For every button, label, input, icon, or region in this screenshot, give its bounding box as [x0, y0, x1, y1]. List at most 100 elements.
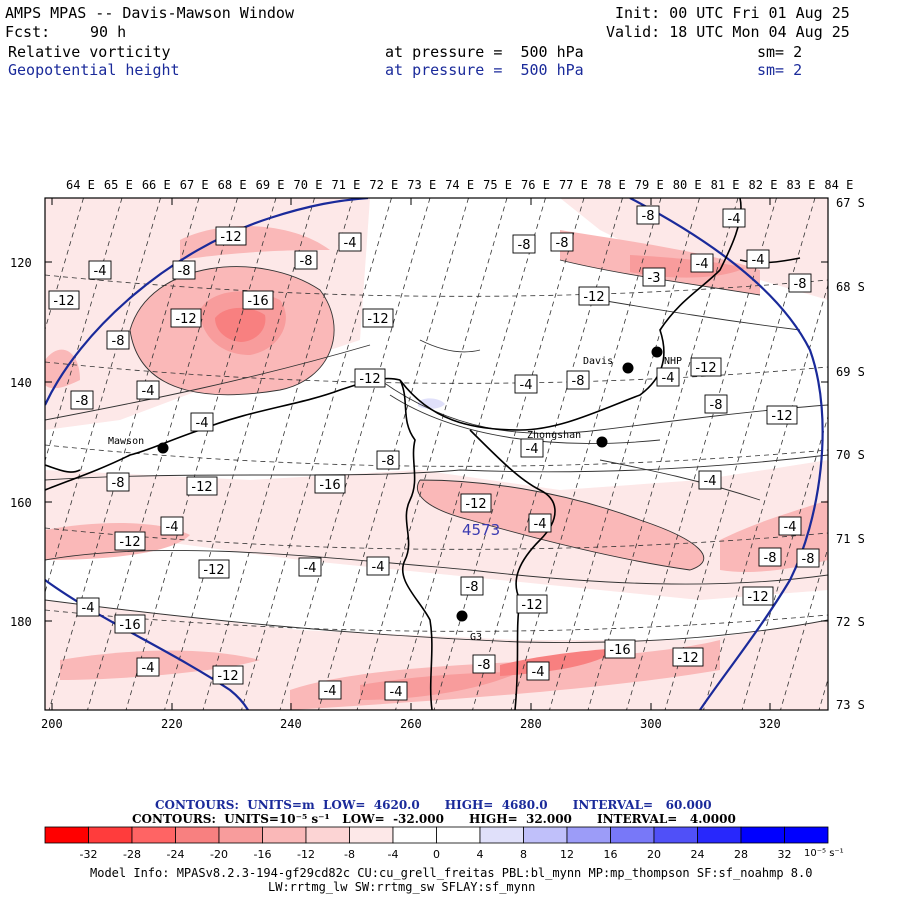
svg-text:-4: -4: [142, 661, 155, 676]
svg-text:-16: -16: [609, 643, 630, 658]
contour-label: -8: [704, 394, 728, 414]
svg-text:G3: G3: [470, 632, 482, 643]
latitude-label: 67 S: [836, 196, 865, 210]
colorbar-swatch: [392, 826, 437, 844]
contour-label: -8: [788, 273, 812, 293]
colorbar-tick: -4: [388, 848, 399, 861]
forecast-hours: 90 h: [90, 23, 127, 41]
contour-label: -4: [722, 208, 746, 228]
svg-text:-12: -12: [53, 294, 74, 309]
svg-text:-12: -12: [359, 372, 380, 387]
colorbar-tick: -28: [123, 848, 141, 861]
model-info-physics: LW:rrtmg_lw SW:rrtmg_sw SFLAY:sf_mynn: [268, 880, 536, 894]
longitude-label: 84 E: [824, 178, 853, 192]
longitude-label: 78 E: [597, 178, 626, 192]
svg-text:-8: -8: [802, 552, 815, 567]
contour-label: -8: [796, 548, 820, 568]
contour-label: -16: [314, 474, 346, 494]
field2-name: Geopotential height: [8, 61, 180, 79]
contour-label: -12: [742, 586, 774, 606]
contour-label: -12: [460, 493, 492, 513]
contour-label: -12: [186, 476, 218, 496]
svg-text:-8: -8: [518, 238, 531, 253]
colorbar-tick: 0: [433, 848, 440, 861]
svg-text:-8: -8: [764, 551, 777, 566]
svg-text:-16: -16: [319, 478, 340, 493]
svg-text:-8: -8: [556, 236, 569, 251]
contour-label: -16: [114, 614, 146, 634]
svg-text:-12: -12: [747, 590, 768, 605]
field1-level: at pressure = 500 hPa: [385, 43, 584, 61]
colorbar-swatch: [740, 826, 785, 844]
plot-title: AMPS MPAS -- Davis-Mawson Window: [5, 4, 294, 22]
svg-text:-8: -8: [300, 254, 313, 269]
parallel-lines: [45, 274, 828, 632]
longitude-label: 68 E: [218, 178, 247, 192]
colorbar-tick: 28: [734, 848, 748, 861]
svg-text:-12: -12: [583, 290, 604, 305]
svg-text:-12: -12: [175, 312, 196, 327]
colorbar-tick: -8: [344, 848, 355, 861]
colorbar-tick: 12: [560, 848, 574, 861]
svg-text:-4: -4: [526, 442, 539, 457]
contour-label: -8: [512, 234, 536, 254]
longitude-label: 71 E: [331, 178, 360, 192]
coastline: [45, 198, 801, 710]
svg-text:-12: -12: [367, 312, 388, 327]
colorbar-swatch: [349, 826, 394, 844]
longitude-label: 79 E: [635, 178, 664, 192]
svg-text:-4: -4: [196, 416, 209, 431]
station-g3: G3: [456, 610, 482, 643]
longitude-label: 70 E: [294, 178, 323, 192]
svg-text:-8: -8: [794, 277, 807, 292]
svg-text:-4: -4: [390, 685, 403, 700]
station-davis: Davis: [583, 356, 634, 374]
svg-text:-4: -4: [372, 560, 385, 575]
colorbar: -32 -28 -24 -20 -16 -12 -8 -4 0 4 8 12 16 20 24 28 32 10⁻…: [44, 826, 844, 861]
svg-text:-8: -8: [572, 374, 585, 389]
longitude-label: 66 E: [142, 178, 171, 192]
axis-ticks: [45, 198, 828, 710]
y-tick-label: 160: [10, 496, 32, 510]
svg-text:-12: -12: [465, 497, 486, 512]
svg-text:-4: -4: [324, 684, 337, 699]
contour-label: -12: [516, 594, 548, 614]
longitude-label: 83 E: [786, 178, 815, 192]
colorbar-swatch: [436, 826, 481, 844]
colorbar-tick: -20: [210, 848, 228, 861]
contour-label: -4: [190, 412, 214, 432]
y-tick-label: 120: [10, 256, 32, 270]
contour-label: -12: [354, 368, 386, 388]
svg-text:-8: -8: [112, 476, 125, 491]
colorbar-swatch: [44, 826, 89, 844]
longitude-label: 74 E: [445, 178, 474, 192]
station-nhp: NHP: [651, 346, 682, 367]
field1-smoothing: sm= 2: [757, 43, 803, 61]
contour-label: -4: [384, 681, 408, 701]
colorbar-swatch: [523, 826, 568, 844]
svg-text:-4: -4: [534, 517, 547, 532]
y-tick-label: 140: [10, 376, 32, 390]
axis-labels: 64 E 65 E 66 E 67 E 68 E 69 E 70 E 71 E 72 E 73 E…: [10, 178, 865, 731]
station-zhongshan: Zhongshan: [527, 430, 608, 448]
contour-label: -12: [672, 647, 704, 667]
svg-text:-4: -4: [532, 665, 545, 680]
contour-label: -8: [172, 260, 196, 280]
svg-text:-4: -4: [784, 520, 797, 535]
longitude-label: 77 E: [559, 178, 588, 192]
svg-text:Davis: Davis: [583, 356, 613, 367]
colorbar-swatch: [610, 826, 655, 844]
colorbar-tick: 4: [477, 848, 484, 861]
valid-time: Valid: 18 UTC Mon 04 Aug 25: [606, 23, 850, 41]
latitude-label: 71 S: [836, 532, 865, 546]
contour-label: -8: [70, 390, 94, 410]
height-contour-info: CONTOURS: UNITS=m LOW= 4620.0 HIGH= 4680…: [155, 798, 712, 812]
contour-label: -4: [690, 253, 714, 273]
contour-label: -4: [76, 597, 100, 617]
contour-label: -12: [362, 308, 394, 328]
colorbar-swatch: [653, 826, 698, 844]
contour-label: -8: [550, 232, 574, 252]
colorbar-swatch: [88, 826, 133, 844]
contour-label: -12: [690, 357, 722, 377]
